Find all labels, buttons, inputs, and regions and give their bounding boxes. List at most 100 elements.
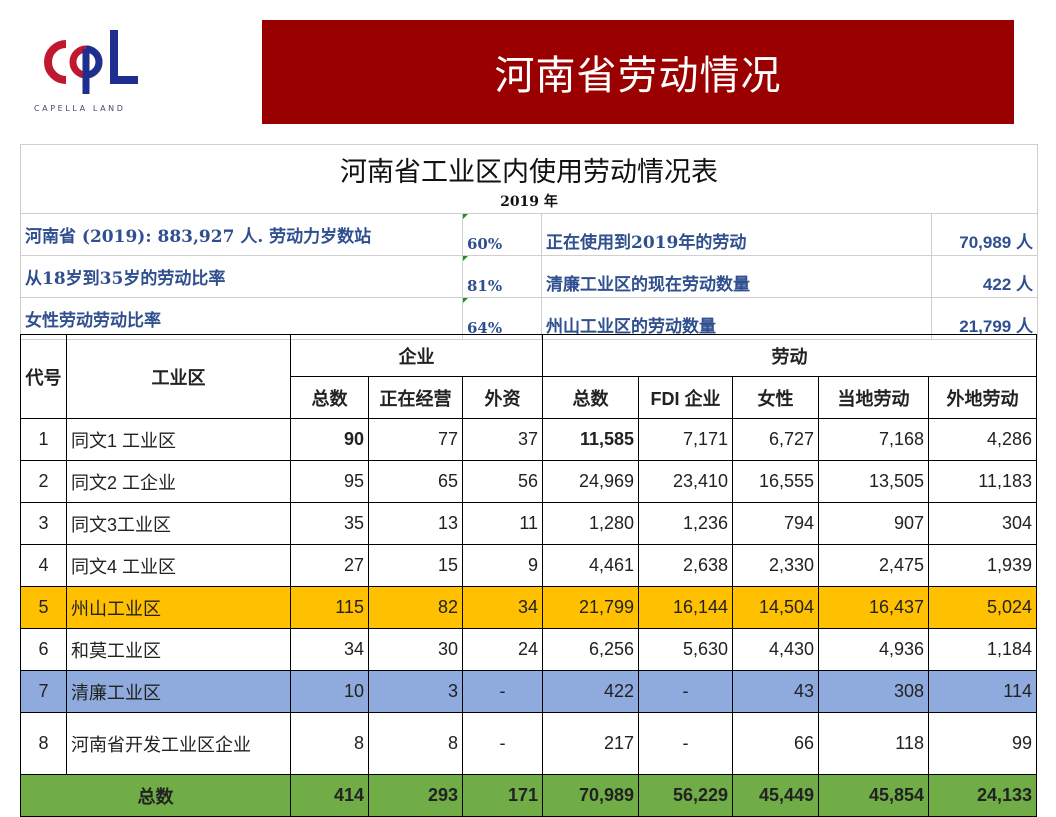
cell-ent-active: 30 (368, 628, 463, 671)
cell-ent-active: 65 (368, 460, 463, 503)
cell-ent-total: 8 (290, 712, 369, 775)
cell-zone: 和莫工业区 (66, 628, 291, 671)
cell-ent-active: 82 (368, 586, 463, 629)
cell-lab-local: 308 (818, 670, 929, 713)
cell-ent-foreign: 9 (462, 544, 543, 587)
cell-lab-female: 4,430 (732, 628, 819, 671)
header-code: 代号 (20, 334, 67, 419)
table-title: 河南省工业区内使用劳动情况表 (340, 157, 718, 188)
cell-ent-foreign: 11 (462, 502, 543, 545)
info-value: 70,989 人 (959, 233, 1033, 252)
cell-lab-total: 6,256 (542, 628, 639, 671)
cell-code: 2 (20, 460, 67, 503)
cell-code: 3 (20, 502, 67, 545)
table-row: 4 同文4 工业区 27 15 9 4,461 2,638 2,330 2,47… (20, 544, 1037, 587)
info-pct-value: 60% (467, 235, 503, 253)
table-row: 6 和莫工业区 34 30 24 6,256 5,630 4,430 4,936… (20, 628, 1037, 671)
header-ent-total: 总数 (290, 376, 369, 419)
cell-lab-fdi: 23,410 (638, 460, 733, 503)
cell-code: 8 (20, 712, 67, 775)
cell-lab-total: 11,585 (542, 418, 639, 461)
cell-ent-total: 115 (290, 586, 369, 629)
header-lab-outside: 外地劳动 (928, 376, 1037, 419)
cell-ent-foreign: 34 (462, 586, 543, 629)
cell-code: 4 (20, 544, 67, 587)
header-labor: 劳动 (542, 334, 1037, 377)
cell-lab-female: 66 (732, 712, 819, 775)
cell-zone: 同文1 工业区 (66, 418, 291, 461)
cell-lab-total: 422 (542, 670, 639, 713)
table-row: 1 同文1 工业区 90 77 37 11,585 7,171 6,727 7,… (20, 418, 1037, 461)
total-lab-fdi: 56,229 (638, 774, 733, 817)
cell-lab-fdi: - (638, 670, 733, 713)
cell-ent-active: 77 (368, 418, 463, 461)
cell-lab-fdi: 1,236 (638, 502, 733, 545)
cell-ent-foreign: - (462, 712, 543, 775)
cell-lab-outside: 11,183 (928, 460, 1037, 503)
table-year: 2019 年 (21, 189, 1037, 214)
total-lab-outside: 24,133 (928, 774, 1037, 817)
cell-zone: 同文3工业区 (66, 502, 291, 545)
cell-lab-local: 13,505 (818, 460, 929, 503)
cell-lab-female: 794 (732, 502, 819, 545)
cell-ent-active: 15 (368, 544, 463, 587)
info-row: 女性劳动劳动比率 64% 州山工业区的劳动数量 21,799 人 (21, 298, 1037, 339)
cell-ent-active: 13 (368, 502, 463, 545)
cell-lab-local: 2,475 (818, 544, 929, 587)
cell-ent-active: 3 (368, 670, 463, 713)
cell-ent-total: 34 (290, 628, 369, 671)
info-value: 21,799 人 (959, 317, 1033, 336)
info-pct-value: 64% (467, 319, 503, 337)
info-pct: 64% (463, 298, 542, 339)
labor-table: 代号 工业区 企业 劳动 总数 正在经营 外资 总数 FDI 企业 女性 当地劳… (20, 334, 1037, 817)
cell-lab-outside: 99 (928, 712, 1037, 775)
info-pct: 81% (463, 256, 542, 297)
total-ent-active: 293 (368, 774, 463, 817)
cell-ent-total: 10 (290, 670, 369, 713)
cell-ent-total: 90 (290, 418, 369, 461)
info-label: 州山工业区的劳动数量 (542, 298, 932, 339)
banner-title: 河南省劳动情况 (494, 53, 782, 99)
cell-lab-female: 6,727 (732, 418, 819, 461)
header-lab-female: 女性 (732, 376, 819, 419)
comment-marker-icon (463, 214, 468, 219)
info-label: 清廉工业区的现在劳动数量 (542, 256, 932, 297)
header-row-1: 代号 工业区 企业 劳动 (20, 334, 1037, 419)
cell-lab-fdi: 2,638 (638, 544, 733, 587)
total-lab-female: 45,449 (732, 774, 819, 817)
total-lab-total: 70,989 (542, 774, 639, 817)
cell-ent-total: 35 (290, 502, 369, 545)
cell-code: 7 (20, 670, 67, 713)
cell-zone: 同文4 工业区 (66, 544, 291, 587)
cell-ent-foreign: 24 (462, 628, 543, 671)
cell-ent-total: 95 (290, 460, 369, 503)
info-pct: 60% (463, 214, 542, 255)
cell-code: 1 (20, 418, 67, 461)
cell-lab-total: 24,969 (542, 460, 639, 503)
total-ent-total: 414 (290, 774, 369, 817)
header-row-2: 总数 正在经营 外资 总数 FDI 企业 女性 当地劳动 外地劳动 (21, 376, 1037, 419)
cell-ent-foreign: 37 (462, 418, 543, 461)
total-label: 总数 (20, 774, 291, 817)
header-ent-active: 正在经营 (368, 376, 463, 419)
cell-lab-female: 14,504 (732, 586, 819, 629)
total-row: 总数 414 293 171 70,989 56,229 45,449 45,8… (20, 774, 1037, 817)
title-banner: 河南省劳动情况 (262, 20, 1014, 124)
info-row: 河南省 (2019): 883,927 人. 劳动力岁数站 60% 正在使用到2… (21, 214, 1037, 256)
cell-lab-outside: 4,286 (928, 418, 1037, 461)
cell-lab-outside: 1,939 (928, 544, 1037, 587)
cell-lab-local: 118 (818, 712, 929, 775)
cell-ent-foreign: - (462, 670, 543, 713)
cell-lab-fdi: - (638, 712, 733, 775)
cell-lab-local: 4,936 (818, 628, 929, 671)
comment-marker-icon (463, 256, 468, 261)
cell-ent-foreign: 56 (462, 460, 543, 503)
cell-lab-local: 7,168 (818, 418, 929, 461)
cell-zone: 同文2 工企业 (66, 460, 291, 503)
cell-lab-female: 2,330 (732, 544, 819, 587)
info-row: 从18岁到35岁的劳动比率 81% 清廉工业区的现在劳动数量 422 人 (21, 256, 1037, 298)
info-pct-value: 81% (467, 277, 503, 295)
cell-lab-female: 43 (732, 670, 819, 713)
summary-frame: 河南省工业区内使用劳动情况表 2019 年 河南省 (2019): 883,92… (20, 144, 1038, 340)
table-row: 8 河南省开发工业区企业 8 8 - 217 - 66 118 99 (20, 712, 1037, 775)
